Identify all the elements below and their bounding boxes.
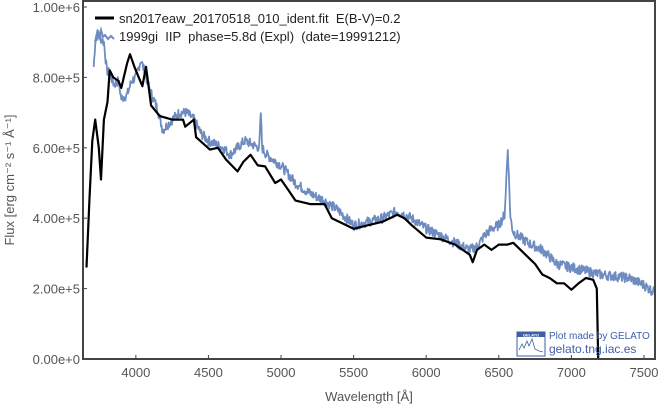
watermark-line1: Plot made by GELATO [549,331,650,342]
y-axis-label: Flux [erg cm⁻² s⁻¹ Å⁻¹] [2,114,17,245]
gelato-logo-text: GELATO [523,333,539,338]
y-tick-label: 1.00e+6 [33,0,80,15]
series-line-1999gi [92,29,655,296]
legend: sn2017eaw_20170518_010_ident.fit E(B-V)=… [94,11,401,44]
x-tick-label: 5000 [267,365,296,380]
watermark-line2: gelato.tng.iac.es [549,342,636,356]
y-tick-label: 4.00e+5 [33,211,80,226]
legend-entry-1: sn2017eaw_20170518_010_ident.fit E(B-V)=… [119,11,401,26]
series-layer [85,29,655,359]
x-tick-label: 4500 [194,365,223,380]
x-axis: 4000 4500 5000 5500 6000 6500 7000 7500 [121,355,658,380]
gelato-logo-spectrum-icon [518,337,544,353]
gelato-watermark: GELATO Plot made by GELATO gelato.tng.ia… [516,331,650,357]
x-tick-label: 7500 [630,365,659,380]
x-tick-label: 5500 [339,365,368,380]
y-tick-label: 2.00e+5 [33,282,80,297]
y-tick-label: 6.00e+5 [33,141,80,156]
y-tick-label: 0.00e+0 [33,352,80,367]
y-tick-label: 8.00e+5 [33,70,80,85]
legend-swatch-blue [94,26,115,43]
legend-entry-2: 1999gi IIP phase=5.8d (Expl) (date=19991… [119,29,401,44]
series-line-sn2017eaw [85,53,600,359]
x-tick-label: 7000 [557,365,586,380]
plot-frame [82,0,656,360]
x-tick-label: 4000 [121,365,150,380]
x-tick-label: 6500 [484,365,513,380]
x-axis-label: Wavelength [Å] [325,389,413,404]
x-tick-label: 6000 [412,365,441,380]
y-axis: 0.00e+0 2.00e+5 4.00e+5 6.00e+5 8.00e+5 1.00e… [33,0,87,367]
